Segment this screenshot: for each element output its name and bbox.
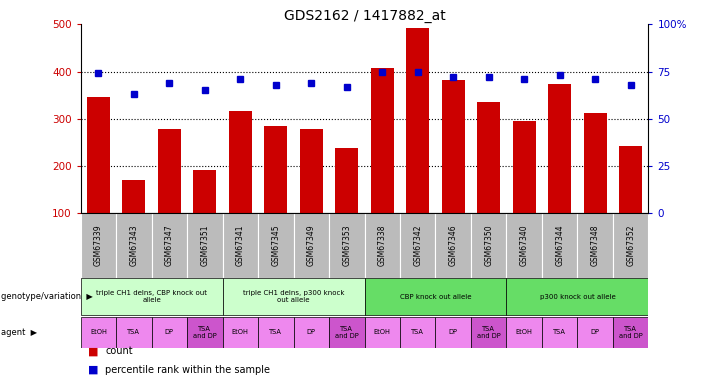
Title: GDS2162 / 1417882_at: GDS2162 / 1417882_at: [284, 9, 445, 23]
Text: GSM67351: GSM67351: [200, 225, 210, 266]
Text: GSM67346: GSM67346: [449, 225, 458, 266]
Bar: [300, 129, 323, 213]
Text: GSM67345: GSM67345: [271, 225, 280, 266]
Bar: [506, 279, 648, 315]
Text: EtOH: EtOH: [232, 329, 249, 335]
Bar: [506, 316, 542, 348]
Bar: [506, 213, 542, 278]
Bar: [294, 213, 329, 278]
Text: TSA
and DP: TSA and DP: [477, 326, 501, 339]
Text: GSM67343: GSM67343: [130, 225, 138, 266]
Bar: [619, 146, 642, 213]
Bar: [578, 213, 613, 278]
Text: genotype/variation  ▶: genotype/variation ▶: [1, 292, 93, 302]
Bar: [122, 180, 145, 213]
Text: GSM67353: GSM67353: [342, 225, 351, 266]
Bar: [158, 129, 181, 213]
Text: ■: ■: [88, 346, 98, 356]
Bar: [81, 279, 223, 315]
Text: EtOH: EtOH: [90, 329, 107, 335]
Bar: [229, 111, 252, 213]
Text: p300 knock out allele: p300 knock out allele: [540, 294, 615, 300]
Bar: [435, 316, 471, 348]
Text: agent  ▶: agent ▶: [1, 328, 38, 337]
Bar: [264, 126, 287, 213]
Bar: [187, 316, 223, 348]
Text: TSA: TSA: [269, 329, 283, 335]
Text: DP: DP: [307, 329, 315, 335]
Text: DP: DP: [165, 329, 174, 335]
Bar: [371, 68, 394, 213]
Bar: [477, 102, 501, 213]
Text: ■: ■: [88, 365, 98, 375]
Bar: [81, 213, 116, 278]
Bar: [81, 316, 116, 348]
Bar: [542, 213, 578, 278]
Bar: [512, 120, 536, 213]
Bar: [435, 213, 471, 278]
Text: TSA: TSA: [128, 329, 140, 335]
Bar: [116, 213, 151, 278]
Bar: [335, 148, 358, 213]
Bar: [193, 170, 217, 213]
Bar: [223, 213, 258, 278]
Bar: [406, 28, 429, 213]
Text: TSA: TSA: [553, 329, 566, 335]
Text: TSA
and DP: TSA and DP: [335, 326, 359, 339]
Text: GSM67352: GSM67352: [626, 225, 635, 266]
Bar: [471, 213, 507, 278]
Text: GSM67350: GSM67350: [484, 225, 494, 266]
Text: count: count: [105, 346, 132, 356]
Bar: [223, 279, 365, 315]
Bar: [542, 316, 578, 348]
Text: GSM67338: GSM67338: [378, 225, 387, 266]
Text: percentile rank within the sample: percentile rank within the sample: [105, 365, 270, 375]
Bar: [365, 316, 400, 348]
Text: GSM67344: GSM67344: [555, 225, 564, 266]
Text: TSA
and DP: TSA and DP: [193, 326, 217, 339]
Bar: [294, 316, 329, 348]
Text: GSM67349: GSM67349: [307, 225, 315, 266]
Text: GSM67341: GSM67341: [236, 225, 245, 266]
Text: GSM67347: GSM67347: [165, 225, 174, 266]
Text: EtOH: EtOH: [374, 329, 390, 335]
Bar: [613, 213, 648, 278]
Text: TSA: TSA: [411, 329, 424, 335]
Bar: [471, 316, 507, 348]
Text: GSM67348: GSM67348: [591, 225, 599, 266]
Text: GSM67342: GSM67342: [414, 225, 422, 266]
Bar: [329, 213, 365, 278]
Bar: [365, 279, 507, 315]
Bar: [442, 80, 465, 213]
Text: triple CH1 delns, CBP knock out
allele: triple CH1 delns, CBP knock out allele: [96, 290, 207, 303]
Bar: [613, 316, 648, 348]
Text: triple CH1 delns, p300 knock
out allele: triple CH1 delns, p300 knock out allele: [243, 290, 344, 303]
Bar: [151, 213, 187, 278]
Text: EtOH: EtOH: [516, 329, 533, 335]
Bar: [258, 213, 294, 278]
Bar: [400, 316, 435, 348]
Bar: [548, 84, 571, 213]
Bar: [87, 98, 110, 213]
Text: TSA
and DP: TSA and DP: [619, 326, 643, 339]
Bar: [187, 213, 223, 278]
Text: DP: DP: [449, 329, 458, 335]
Bar: [258, 316, 294, 348]
Bar: [116, 316, 151, 348]
Text: GSM67339: GSM67339: [94, 225, 103, 266]
Bar: [584, 113, 607, 213]
Bar: [223, 316, 258, 348]
Text: DP: DP: [591, 329, 599, 335]
Bar: [329, 316, 365, 348]
Bar: [151, 316, 187, 348]
Bar: [578, 316, 613, 348]
Text: CBP knock out allele: CBP knock out allele: [400, 294, 471, 300]
Bar: [400, 213, 435, 278]
Bar: [365, 213, 400, 278]
Text: GSM67340: GSM67340: [519, 225, 529, 266]
